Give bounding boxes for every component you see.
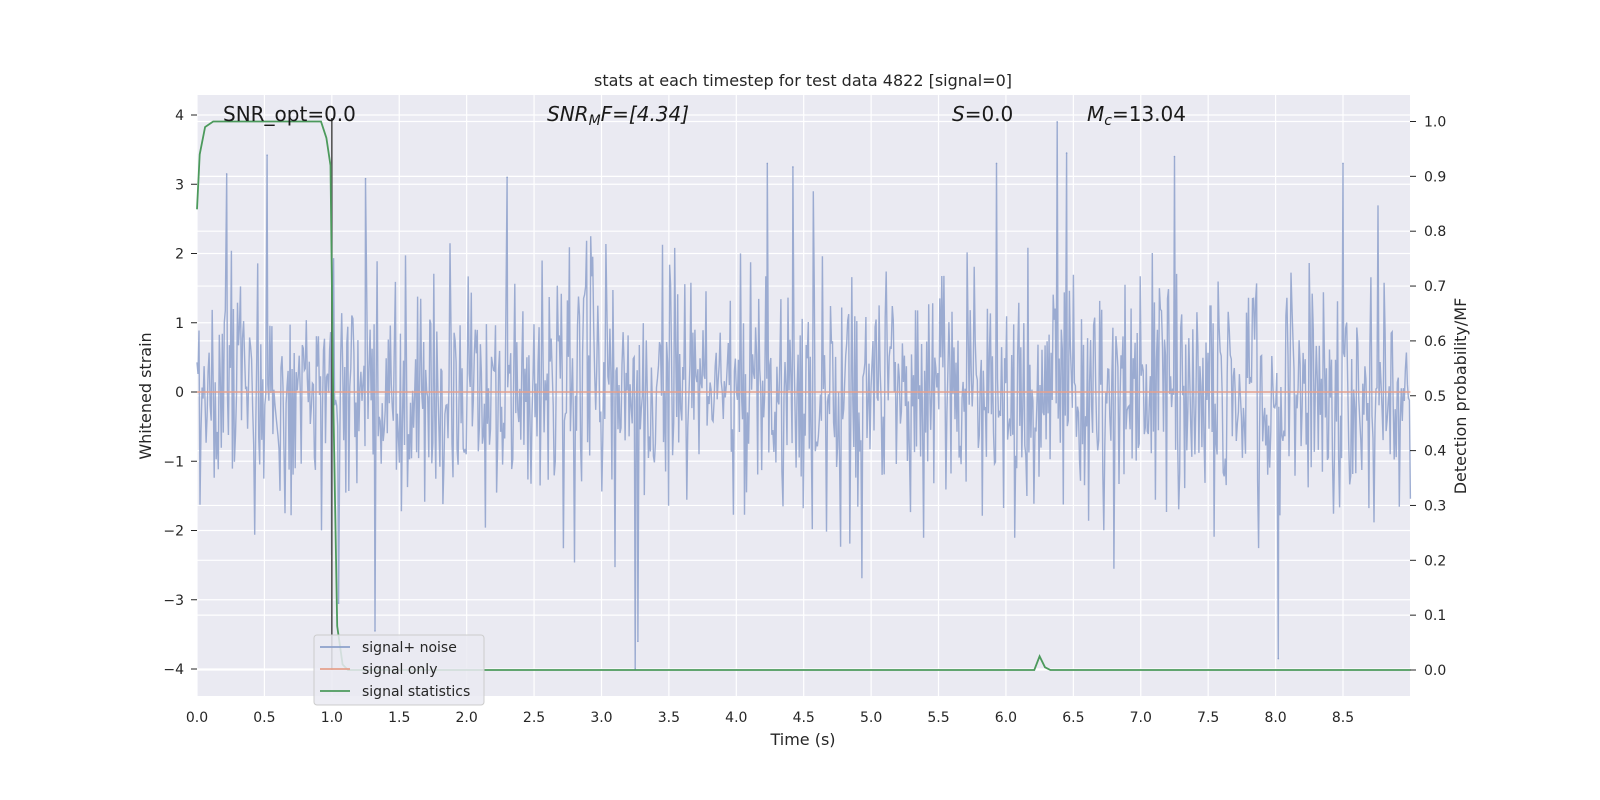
y-right-tick-label-7: 0.3: [1424, 498, 1446, 514]
x-tick-label-9: 4.5: [793, 710, 815, 726]
noise-peak-point-4: [766, 162, 769, 165]
legend-label-signal: signal only: [362, 662, 437, 678]
series-line-signal-noise: [196, 121, 1412, 670]
annotation-snr-mf-main: SNR: [547, 102, 589, 126]
x-tick-label-6: 3.0: [590, 710, 612, 726]
annotation-mc: Mc=13.04: [1087, 102, 1186, 129]
series-signal-noise: [196, 121, 1412, 670]
noise-peak-point-7: [1056, 121, 1058, 123]
y-right-tick-label-6: 0.4: [1424, 444, 1446, 460]
annotation-s-main: S: [952, 102, 965, 126]
noise-peak-point-10: [1342, 162, 1344, 165]
annotation-s: S=0.0: [952, 102, 1013, 126]
x-tick-label-11: 5.5: [927, 710, 949, 726]
x-tick-label-4: 2.0: [456, 710, 478, 726]
x-tick-label-1: 0.5: [253, 710, 275, 726]
y-right-tick-label-9: 0.1: [1424, 608, 1446, 624]
y-right-axis-label: Detection probability/MF: [1451, 298, 1470, 495]
noise-peak-point-14: [337, 602, 340, 605]
noise-peak-point-13: [1277, 657, 1280, 660]
y-right-tick-labels: 1.0 0.9 0.8 0.7 0.6 0.5 0.4 0.3 0.2 0.1 0.0: [1410, 115, 1446, 679]
noise-peak-point-3: [506, 176, 508, 179]
y-right-tick-label-8: 0.2: [1424, 553, 1446, 569]
legend-label-stats: signal statistics: [362, 684, 470, 700]
y-tick-label-0: 4: [175, 108, 184, 124]
legend: signal+ noise signal only signal statist…: [313, 634, 485, 706]
annotation-snr-mf-sub: M: [589, 113, 601, 129]
x-tick-label-2: 1.0: [321, 710, 343, 726]
x-axis-label: Time (s): [769, 730, 835, 749]
x-tick-label-17: 8.5: [1332, 710, 1354, 726]
x-tick-label-15: 7.5: [1197, 710, 1219, 726]
noise-peak-point-6: [995, 162, 998, 165]
y-right-tick-label-2: 0.8: [1424, 224, 1446, 240]
annotation-s-rest: =0.0: [965, 102, 1014, 126]
chart-title: stats at each timestep for test data 482…: [594, 71, 1012, 90]
y-right-tick-label-1: 0.9: [1424, 169, 1446, 185]
noise-peak-point-2: [364, 177, 367, 180]
y-right-tick-label-3: 0.7: [1424, 279, 1446, 295]
x-tick-label-16: 8.0: [1264, 710, 1286, 726]
y-right-tick-label-0: 1.0: [1424, 115, 1446, 131]
x-tick-label-0: 0.0: [186, 710, 208, 726]
legend-box: [313, 634, 485, 706]
y-tick-label-2: 2: [175, 247, 184, 263]
y-tick-label-6: −2: [163, 524, 184, 540]
y-right-tick-label-4: 0.6: [1424, 334, 1446, 350]
noise-peak-point-12: [637, 640, 639, 643]
noise-peak-point-1: [225, 173, 228, 175]
noise-peak-point-8: [1065, 152, 1068, 154]
y-tick-labels: 4 3 2 1 0 −1 −2 −3 −4: [163, 108, 197, 678]
x-tick-label-8: 4.0: [725, 710, 747, 726]
x-tick-label-3: 1.5: [388, 710, 410, 726]
annotation-snr-mf-rest: F=[4.34]: [601, 102, 689, 126]
noise-peak-point-0: [266, 154, 268, 156]
annotation-snr-mf: SNRMF=[4.34]: [547, 102, 689, 129]
x-tick-label-5: 2.5: [523, 710, 545, 726]
annotation-mc-main: M: [1087, 102, 1104, 126]
x-tick-label-7: 3.5: [658, 710, 680, 726]
y-axis-label: Whitened strain: [136, 332, 155, 459]
annotation-mc-rest: =13.04: [1112, 102, 1186, 126]
x-tick-labels: 0.0 0.5 1.0 1.5 2.0 2.5 3.0 3.5 4.0 4.5 5.0 5.5 6.0 6…: [186, 710, 1354, 726]
legend-label-noise: signal+ noise: [362, 640, 457, 656]
annotation-snr-opt: SNR_opt=0.0: [223, 102, 356, 126]
x-tick-label-14: 7.0: [1130, 710, 1152, 726]
x-tick-label-12: 6.0: [995, 710, 1017, 726]
noise-peak-point-9: [1173, 155, 1176, 158]
y-tick-label-8: −4: [163, 662, 184, 678]
y-right-tick-label-5: 0.5: [1424, 389, 1446, 405]
y-tick-label-3: 1: [175, 316, 184, 332]
y-right-tick-label-10: 0.0: [1424, 663, 1446, 679]
y-tick-label-5: −1: [163, 454, 184, 470]
noise-peak-point-15: [374, 630, 376, 632]
noise-peak-point-5: [792, 166, 794, 168]
y-tick-label-7: −3: [163, 593, 184, 609]
x-tick-label-13: 6.5: [1062, 710, 1084, 726]
x-tick-label-10: 5.0: [860, 710, 882, 726]
annotation-mc-sub: c: [1104, 113, 1112, 129]
y-tick-label-4: 0: [175, 385, 184, 401]
y-tick-label-1: 3: [175, 177, 184, 193]
